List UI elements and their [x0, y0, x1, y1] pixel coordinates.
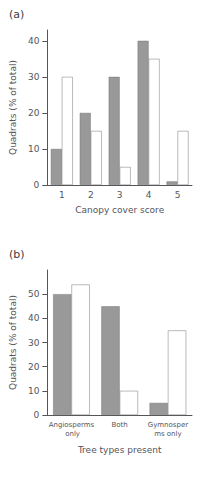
svg-text:ms only: ms only [154, 430, 182, 438]
svg-text:Tree types present: Tree types present [77, 445, 162, 455]
svg-text:20: 20 [28, 108, 40, 118]
svg-text:only: only [63, 430, 80, 438]
svg-text:Canopy cover score: Canopy cover score [75, 205, 164, 215]
svg-text:(b): (b) [9, 248, 25, 261]
svg-text:0: 0 [34, 410, 40, 420]
svg-text:5: 5 [175, 190, 181, 200]
svg-text:30: 30 [28, 72, 40, 82]
svg-text:10: 10 [28, 386, 40, 396]
svg-text:(a): (a) [9, 8, 24, 21]
svg-text:3: 3 [117, 190, 123, 200]
svg-text:Angiosperms: Angiosperms [49, 421, 95, 429]
svg-text:4: 4 [146, 190, 152, 200]
svg-text:Quadrats (% of total): Quadrats (% of total) [8, 295, 18, 390]
svg-text:Quadrats (% of total): Quadrats (% of total) [8, 60, 18, 155]
svg-text:2: 2 [88, 190, 94, 200]
svg-text:40: 40 [28, 36, 40, 46]
svg-text:Both: Both [112, 421, 128, 429]
svg-text:50: 50 [28, 289, 40, 299]
svg-text:40: 40 [28, 313, 40, 323]
svg-text:0: 0 [34, 180, 40, 190]
svg-text:30: 30 [28, 338, 40, 348]
svg-text:10: 10 [28, 144, 40, 154]
svg-text:1: 1 [59, 190, 65, 200]
svg-text:20: 20 [28, 362, 40, 372]
svg-text:Gymnosper: Gymnosper [148, 421, 189, 429]
